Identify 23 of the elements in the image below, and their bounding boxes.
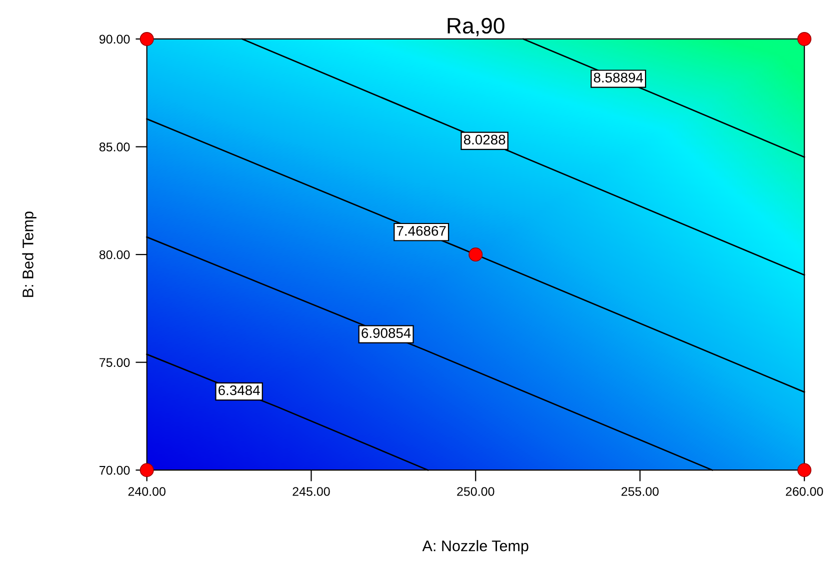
point bbox=[797, 32, 812, 46]
series-label: 6.90854 bbox=[362, 328, 411, 338]
series-label: 8.58894 bbox=[594, 72, 644, 83]
y-tick-label: 90.00 bbox=[99, 34, 130, 44]
y-axis-title: B: Bed Temp bbox=[22, 212, 36, 297]
y-tick-label: 70.00 bbox=[100, 466, 130, 475]
x-tick-label: 250.00 bbox=[457, 487, 494, 496]
point bbox=[140, 32, 154, 46]
chart-title: Ra,90 bbox=[448, 18, 504, 36]
x-tick-label: 240.00 bbox=[128, 487, 166, 496]
series-label: 6.3484 bbox=[218, 385, 260, 396]
series-label: 8.0288 bbox=[464, 134, 506, 145]
series-label: 7.46867 bbox=[396, 226, 446, 236]
point bbox=[468, 248, 483, 262]
x-tick-label: 260.00 bbox=[786, 487, 824, 496]
point bbox=[797, 463, 812, 478]
y-tick-label: 75.00 bbox=[100, 358, 130, 367]
x-tick-label: 245.00 bbox=[292, 487, 330, 496]
x-axis-title: A: Nozzle Temp bbox=[422, 540, 528, 554]
y-tick-label: 85.00 bbox=[99, 142, 130, 152]
y-tick-label: 80.00 bbox=[99, 250, 130, 260]
x-tick-label: 255.00 bbox=[622, 487, 659, 496]
point bbox=[140, 463, 154, 478]
